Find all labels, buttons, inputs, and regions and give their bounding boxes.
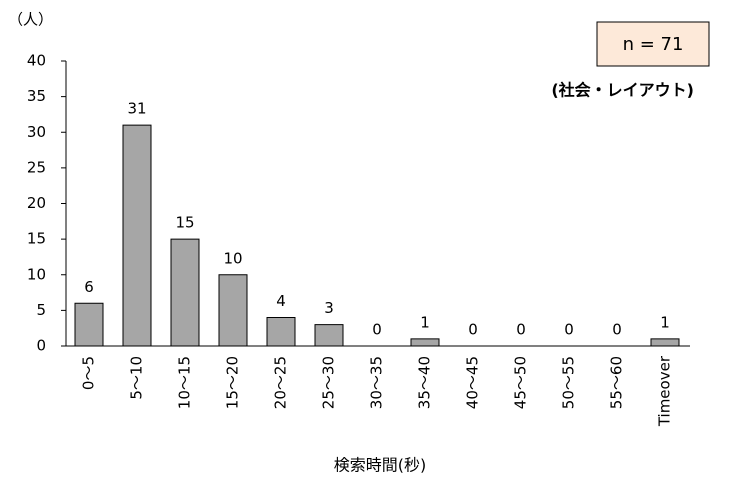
y-tick-label: 40 (27, 52, 46, 70)
data-label: 1 (660, 313, 670, 331)
y-tick-label: 0 (36, 337, 46, 355)
bar (314, 324, 344, 347)
bar (170, 238, 200, 347)
x-tick-label: Timeover (656, 355, 674, 427)
data-label: 0 (468, 321, 478, 339)
sample-size-box (596, 21, 710, 67)
x-tick-label: 20～25 (272, 356, 290, 409)
sample-size: n = 71 (623, 34, 684, 55)
x-tick-label: 15～20 (224, 356, 242, 409)
data-label: 0 (372, 321, 382, 339)
data-label: 15 (175, 214, 194, 232)
x-tick-label: 55～60 (608, 356, 626, 409)
bar (650, 338, 680, 347)
x-tick-label: 5～10 (128, 356, 146, 400)
y-tick-label: 10 (27, 265, 46, 283)
data-label: 4 (276, 292, 286, 310)
x-tick-label: 10～15 (176, 356, 194, 409)
data-label: 6 (84, 278, 94, 296)
y-tick-label: 20 (27, 194, 46, 212)
x-axis-label: 検索時間(秒) (334, 456, 427, 475)
x-tick-label: 0～5 (80, 356, 98, 390)
data-label: 10 (223, 249, 242, 267)
annotation: (社会・レイアウト) (551, 81, 694, 100)
y-tick-label: 15 (27, 230, 46, 248)
bar (266, 317, 296, 347)
data-label: 0 (516, 321, 526, 339)
y-axis-label: （人） (8, 11, 53, 29)
bar (122, 124, 152, 347)
x-tick-label: 35～40 (416, 356, 434, 409)
x-tick-label: 25～30 (320, 356, 338, 409)
data-label: 31 (127, 100, 146, 118)
y-tick-label: 30 (27, 123, 46, 141)
y-tick-label: 25 (27, 158, 46, 176)
y-tick-label: 35 (27, 87, 46, 105)
x-tick-label: 30～35 (368, 356, 386, 409)
data-label: 1 (420, 313, 430, 331)
x-tick-label: 40～45 (464, 356, 482, 409)
data-label: 3 (324, 299, 334, 317)
x-tick-label: 50～55 (560, 356, 578, 409)
x-tick-label: 45～50 (512, 356, 530, 409)
bar (218, 274, 248, 347)
bar (410, 338, 440, 347)
y-tick-label: 5 (36, 301, 46, 319)
data-label: 0 (612, 321, 622, 339)
data-label: 0 (564, 321, 574, 339)
bar (74, 302, 104, 347)
